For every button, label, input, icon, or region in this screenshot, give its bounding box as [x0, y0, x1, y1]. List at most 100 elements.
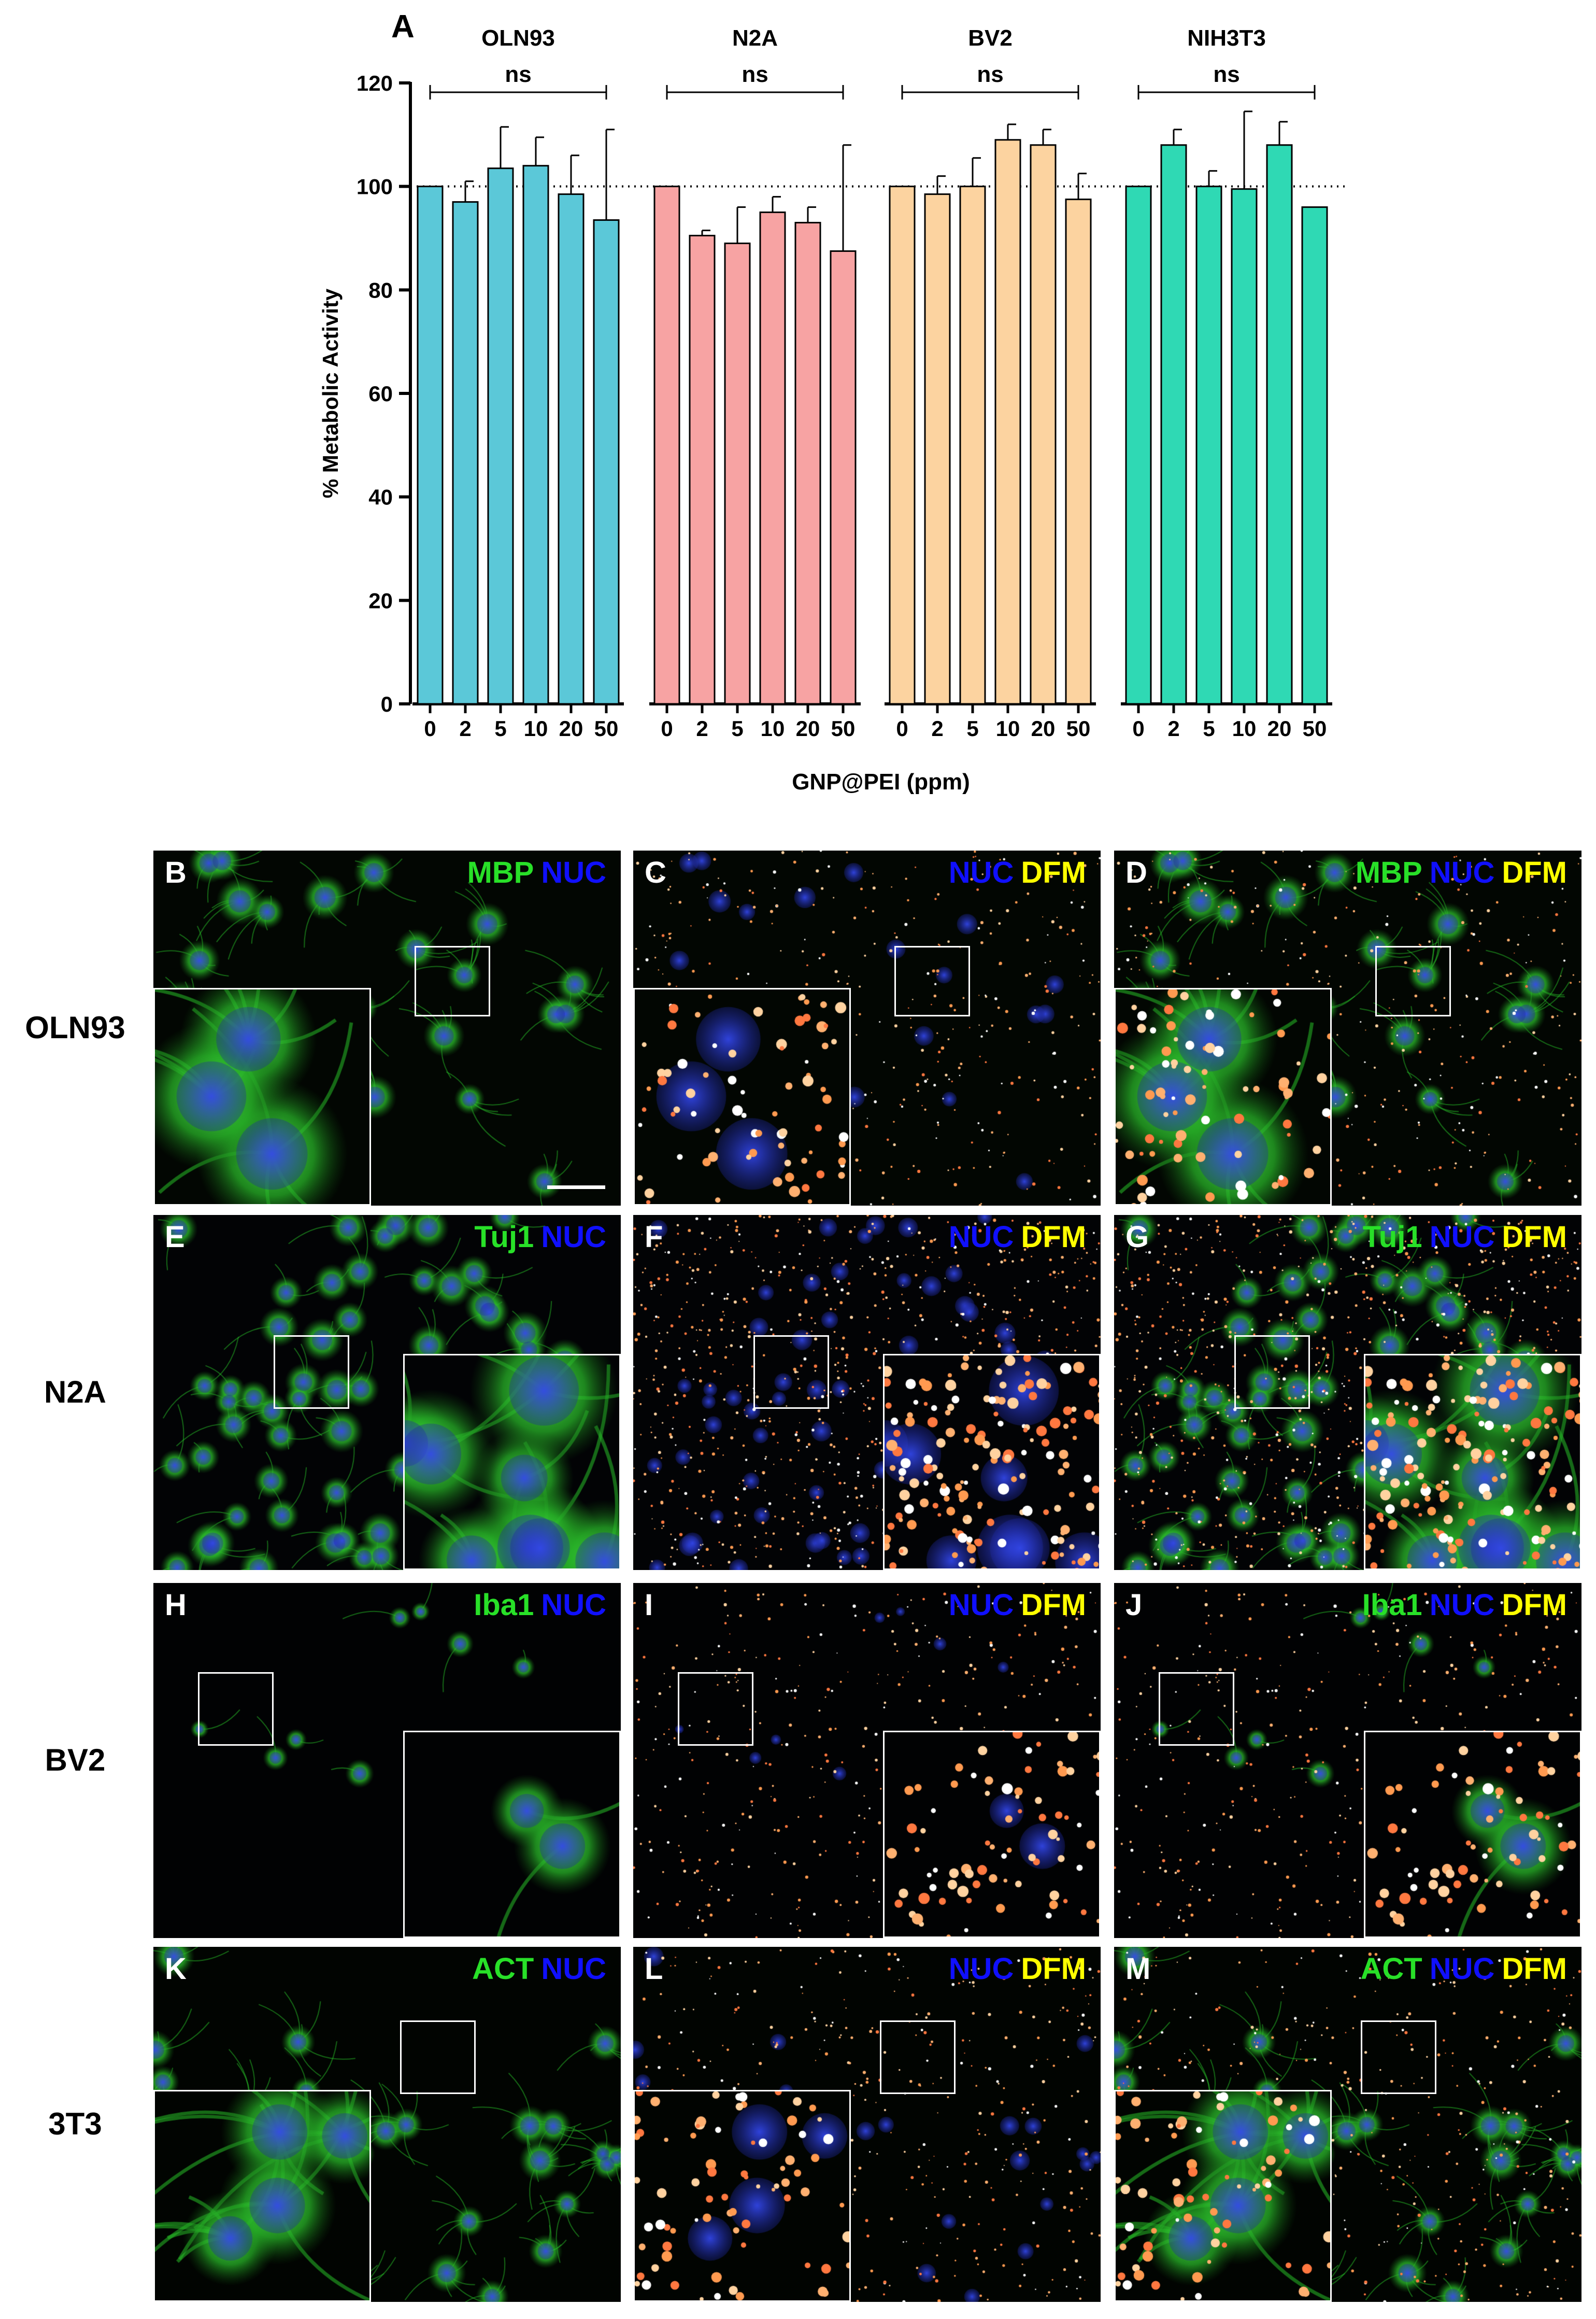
stain-label: MBP [1355, 856, 1422, 889]
x-tick-label: 10 [761, 716, 785, 741]
inset-image [1365, 1355, 1580, 1568]
stain-label: Tuj1 [1362, 1220, 1422, 1254]
x-tick-label: 5 [966, 716, 978, 741]
stain-legend: Tuj1 NUC [467, 1222, 606, 1252]
zoom-inset [1114, 2090, 1332, 2302]
y-tick-label: 60 [368, 381, 393, 406]
x-tick-label: 5 [731, 716, 743, 741]
zoom-region-box [678, 1672, 753, 1746]
stain-legend: Tuj1 NUC DFM [1356, 1222, 1567, 1252]
stain-label: MBP [467, 856, 534, 889]
micrograph-panel-f: F NUC DFM [633, 1215, 1101, 1570]
x-tick-label: 2 [931, 716, 943, 741]
bar [653, 186, 680, 705]
zoom-region-box [880, 2020, 956, 2094]
stain-label: NUC [1429, 1220, 1495, 1254]
stain-label: NUC [948, 856, 1014, 889]
zoom-region-box [198, 1672, 274, 1746]
x-tick-label: 50 [1303, 716, 1327, 741]
stain-label: NUC [541, 1588, 606, 1622]
panel-letter: D [1125, 856, 1147, 889]
zoom-region-box [274, 1335, 349, 1409]
bar [724, 242, 751, 705]
panel-letter: B [165, 856, 187, 889]
inset-image [405, 1732, 619, 1936]
panel-letter: E [165, 1220, 185, 1254]
bar [794, 222, 821, 705]
stain-label: ACT [472, 1952, 534, 1986]
inset-image [1116, 989, 1330, 1204]
zoom-region-box [894, 946, 970, 1016]
x-tick-label: 20 [1031, 716, 1056, 741]
row-label: 3T3 [48, 2106, 102, 2141]
stain-legend: MBP NUC DFM [1348, 858, 1567, 888]
micrograph-panel-c: C NUC DFM [633, 851, 1101, 1206]
panel-letter: F [645, 1220, 663, 1254]
inset-image [155, 989, 369, 1204]
bar [1065, 199, 1092, 705]
bar [1266, 144, 1293, 705]
micrograph-panel-k: K ACT NUC [153, 1947, 621, 2302]
group-title: OLN93 [481, 25, 555, 51]
stain-legend: MBP NUC [460, 858, 606, 888]
micrograph-panel-g: G Tuj1 NUC DFM [1114, 1215, 1581, 1570]
panel-letter: J [1125, 1588, 1143, 1622]
y-tick-label: 40 [368, 485, 393, 510]
x-tick-label: 10 [996, 716, 1020, 741]
zoom-region-box [1375, 946, 1451, 1016]
inset-image [1116, 2091, 1330, 2300]
bar [994, 139, 1021, 705]
x-tick-label: 2 [459, 716, 471, 741]
inset-image [635, 2091, 849, 2300]
stain-label: DFM [1021, 1588, 1086, 1622]
zoom-region-box [1361, 2020, 1436, 2094]
bar [522, 165, 549, 705]
zoom-inset [883, 1731, 1101, 1938]
panel-letter: M [1125, 1952, 1151, 1986]
x-tick-label: 2 [696, 716, 708, 741]
stain-label: NUC [541, 1952, 606, 1986]
stain-label: DFM [1021, 856, 1086, 889]
zoom-inset [1364, 1354, 1581, 1570]
panel-letter-a: A [391, 9, 415, 45]
zoom-inset [153, 988, 371, 1206]
panel-letter: I [645, 1588, 653, 1622]
stain-label: NUC [1429, 856, 1495, 889]
scale-bar [547, 1185, 605, 1189]
bar [487, 167, 514, 705]
x-tick-label: 0 [661, 716, 673, 741]
bar [1231, 188, 1258, 705]
bar [452, 201, 479, 705]
zoom-inset [1364, 1731, 1581, 1938]
x-tick-label: 5 [494, 716, 506, 741]
y-tick-label: 80 [368, 278, 393, 302]
row-label: BV2 [45, 1742, 106, 1777]
zoom-region-box [753, 1335, 829, 1409]
zoom-inset [403, 1731, 621, 1938]
bar [1125, 186, 1152, 705]
x-tick-label: 20 [1267, 716, 1292, 741]
row-label: OLN93 [25, 1010, 125, 1045]
stain-legend: Iba1 NUC DFM [1355, 1590, 1567, 1620]
panel-letter: C [645, 856, 666, 889]
stain-label: DFM [1502, 1588, 1567, 1622]
y-axis-label: % Metabolic Activity [318, 288, 343, 498]
x-tick-label: 50 [1066, 716, 1091, 741]
stain-label: NUC [541, 1220, 606, 1254]
stain-label: Iba1 [1362, 1588, 1422, 1622]
bar [1030, 144, 1057, 705]
bar [830, 250, 857, 705]
inset-image [405, 1355, 619, 1568]
zoom-inset [633, 988, 851, 1206]
micrograph-panel-l: L NUC DFM [633, 1947, 1101, 2302]
x-tick-label: 2 [1167, 716, 1179, 741]
micrograph-panel-d: D MBP NUC DFM [1114, 851, 1581, 1206]
significance-label: ns [1213, 62, 1239, 87]
micrograph-panel-e: E Tuj1 NUC [153, 1215, 621, 1570]
micrograph-panel-j: J Iba1 NUC DFM [1114, 1583, 1581, 1938]
stain-label: Iba1 [474, 1588, 534, 1622]
stain-label: DFM [1502, 856, 1567, 889]
x-tick-label: 20 [559, 716, 583, 741]
micrograph-panel-h: H Iba1 NUC [153, 1583, 621, 1938]
